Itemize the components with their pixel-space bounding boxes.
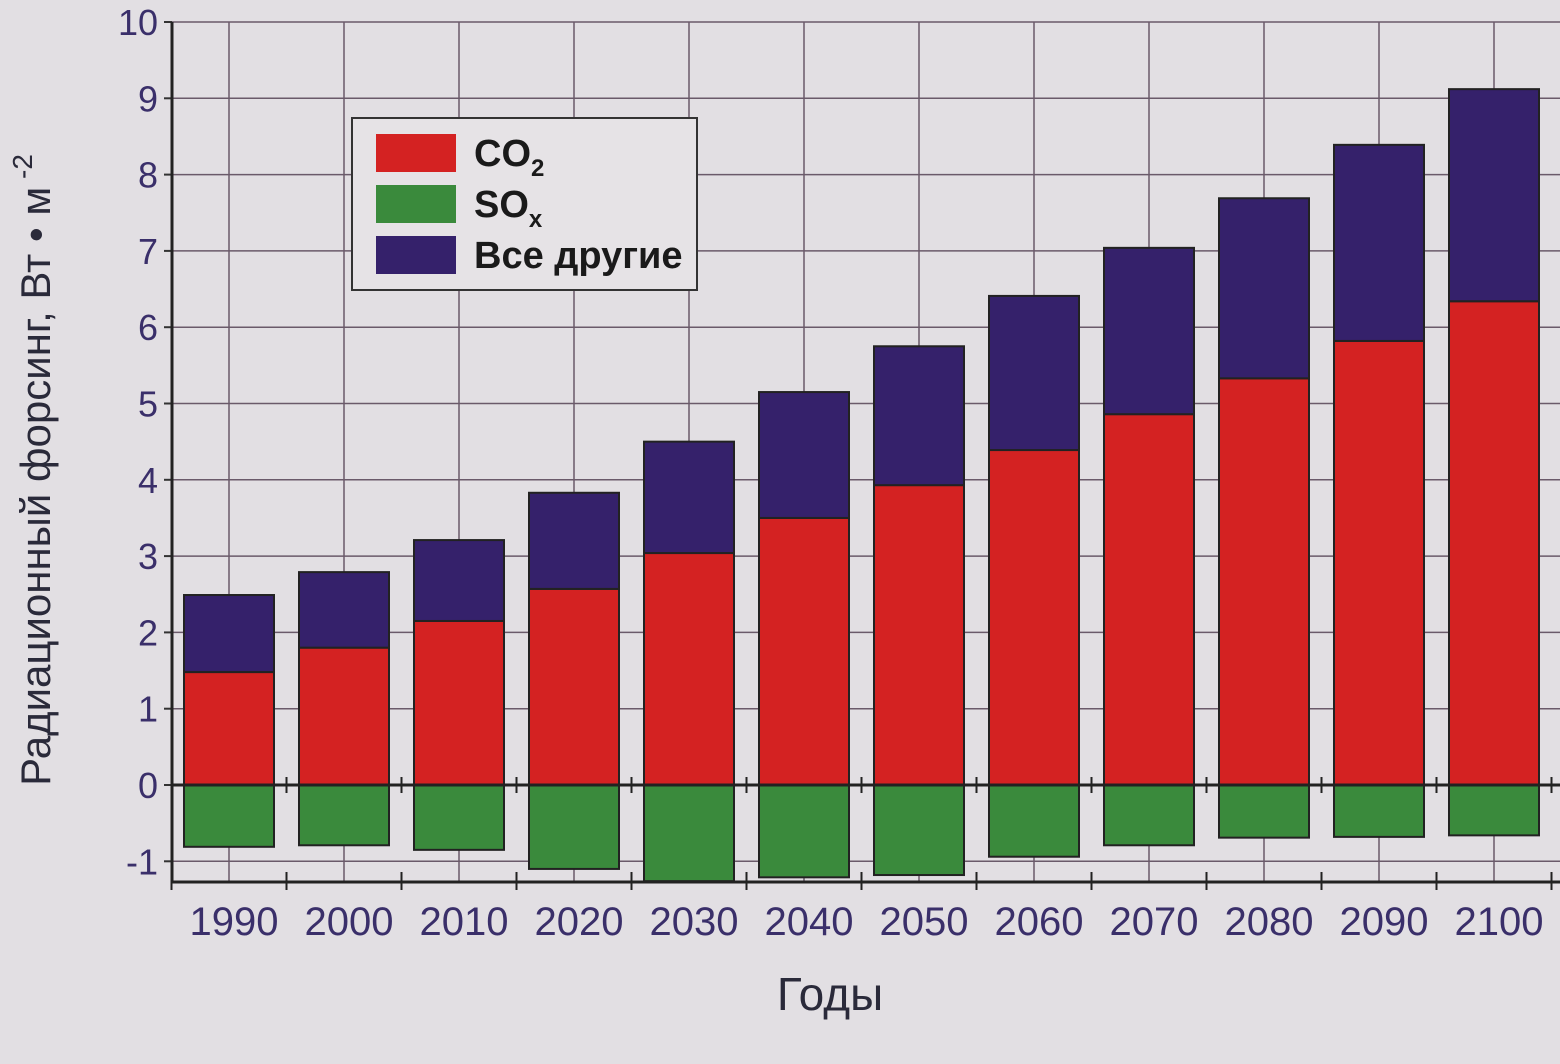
y-tick-label: 10 (118, 2, 158, 43)
bar-other (183, 594, 275, 674)
bar-co2 (643, 552, 735, 786)
y-tick-label: 5 (138, 384, 158, 425)
legend-swatch (376, 236, 456, 274)
y-tick-label: 9 (138, 78, 158, 119)
bar-sox (1103, 784, 1195, 847)
y-axis-label: Радиационный форсинг, Вт • м -2 (7, 154, 59, 786)
x-tick-label: 1990 (190, 900, 279, 944)
bar-co2 (1333, 339, 1425, 786)
x-tick-label: 2010 (420, 900, 509, 944)
x-tick-label: 2030 (650, 900, 739, 944)
y-tick-label: 4 (138, 460, 158, 501)
x-tick-label: 2000 (305, 900, 394, 944)
y-axis-label-superscript: -2 (7, 154, 38, 187)
bar-sox (1218, 784, 1310, 839)
bar-other (1333, 143, 1425, 342)
bar-co2 (873, 484, 965, 786)
bar-other (298, 571, 390, 649)
x-tick-label: 2060 (995, 900, 1084, 944)
bar-sox (988, 784, 1080, 858)
bar-sox (413, 784, 505, 851)
y-tick-label: 6 (138, 307, 158, 348)
x-tick-label: 2070 (1110, 900, 1199, 944)
legend-swatch (376, 134, 456, 172)
bar-other (413, 539, 505, 622)
bar-co2 (758, 516, 850, 786)
x-tick-label: 2020 (535, 900, 624, 944)
y-tick-label: 1 (138, 689, 158, 730)
x-tick-label: 2050 (880, 900, 969, 944)
bar-sox (298, 784, 390, 847)
bar-co2 (1103, 413, 1195, 786)
bar-other (1103, 246, 1195, 416)
x-tick-label: 2040 (765, 900, 854, 944)
bar-co2 (988, 449, 1080, 786)
y-tick-label: 7 (138, 231, 158, 272)
bar-co2 (183, 671, 275, 786)
y-tick-label: 2 (138, 612, 158, 653)
x-axis-label: Годы (777, 968, 883, 1020)
bar-co2 (1448, 300, 1540, 786)
bar-co2 (298, 646, 390, 786)
x-tick-label: 2100 (1455, 900, 1544, 944)
bar-co2 (528, 587, 620, 786)
bar-other (873, 345, 965, 487)
bar-co2 (413, 619, 505, 787)
y-tick-label: 3 (138, 536, 158, 577)
bar-other (1218, 197, 1310, 380)
bar-other (988, 294, 1080, 452)
bar-sox (873, 784, 965, 877)
bar-sox (183, 784, 275, 848)
legend-label: Все другие (474, 235, 683, 277)
bar-other (758, 391, 850, 519)
bar-sox (1448, 784, 1540, 837)
legend-label-subscript: x (529, 206, 543, 233)
y-tick-label: -1 (126, 841, 158, 882)
y-tick-label: 8 (138, 155, 158, 196)
legend-swatch (376, 185, 456, 223)
bar-sox (528, 784, 620, 870)
bar-co2 (1218, 377, 1310, 786)
y-tick-label: 0 (138, 765, 158, 806)
bar-other (1448, 88, 1540, 303)
bar-other (643, 440, 735, 555)
bar-sox (643, 784, 735, 883)
bar-sox (1333, 784, 1425, 838)
bar-other (528, 491, 620, 590)
bar-sox (758, 784, 850, 879)
x-tick-label: 2080 (1225, 900, 1314, 944)
legend-label-subscript: 2 (531, 155, 544, 182)
x-tick-label: 2090 (1340, 900, 1429, 944)
